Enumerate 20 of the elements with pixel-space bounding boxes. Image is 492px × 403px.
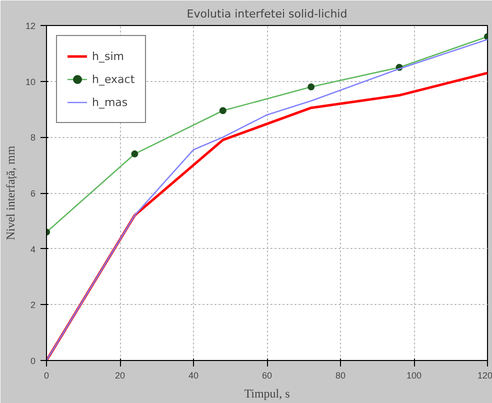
- x-tick-label: 80: [335, 370, 346, 380]
- chart-title: Evolutia interfetei solid-lichid: [186, 8, 348, 20]
- x-tick-label: 100: [406, 370, 422, 380]
- y-tick-label: 10: [25, 76, 36, 87]
- legend-label: h_exact: [92, 72, 135, 86]
- x-axis-title: Timpul, s: [244, 386, 290, 400]
- x-tick-label: 40: [188, 370, 199, 380]
- x-tick-label: 120: [477, 370, 492, 380]
- y-tick-label: 0: [30, 356, 36, 366]
- y-tick-label: 6: [30, 188, 36, 198]
- legend-label: h_mas: [92, 96, 128, 108]
- y-axis-title: Nivel interfață, mm: [3, 145, 18, 240]
- y-tick-label: 8: [30, 132, 36, 143]
- legend-label: h_sim: [92, 50, 124, 62]
- x-tick-label: 0: [44, 370, 50, 380]
- y-tick-label: 4: [30, 244, 36, 254]
- y-tick-label: 2: [30, 300, 36, 310]
- x-tick-label: 20: [114, 370, 126, 380]
- x-tick-label: 60: [262, 370, 272, 380]
- y-tick-label: 12: [25, 21, 36, 31]
